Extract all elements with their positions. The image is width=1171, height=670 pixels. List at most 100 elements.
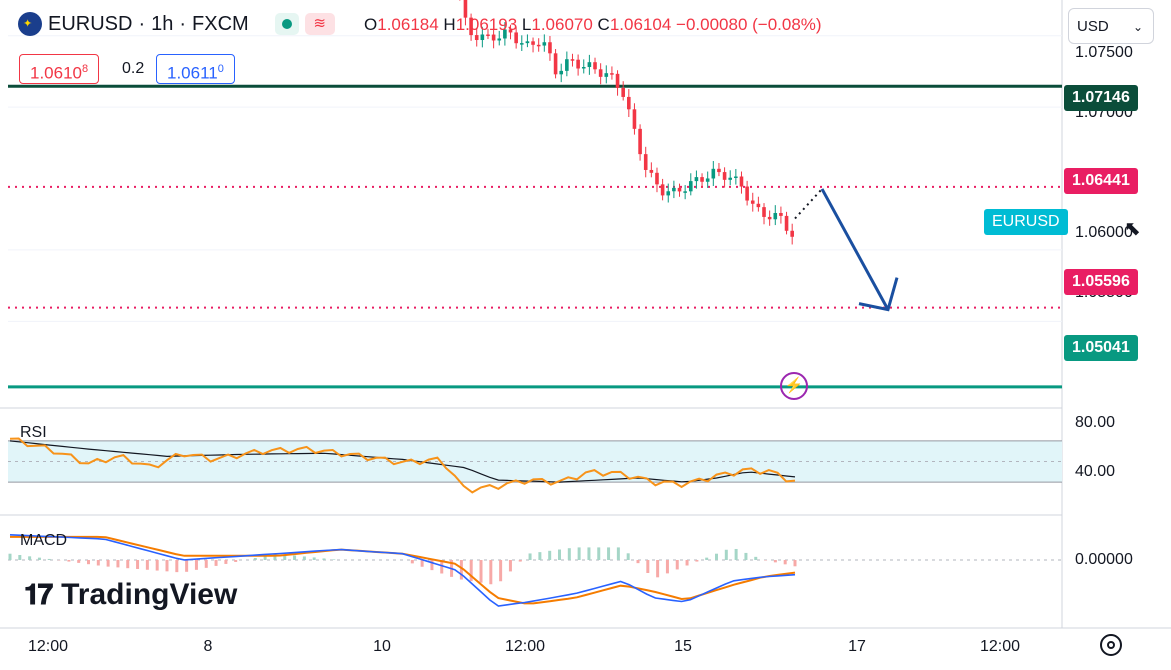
candle-body	[728, 177, 733, 180]
candle-body	[784, 215, 789, 231]
candle-body	[581, 67, 586, 69]
rsi-axis-label: 80.00	[1075, 414, 1116, 431]
eu-flag-icon: ✦	[18, 12, 42, 36]
candle-body	[531, 41, 535, 45]
macd-title[interactable]: MACD	[20, 532, 68, 549]
candle-body	[660, 184, 665, 196]
symbol-name: EURUSD	[48, 12, 133, 35]
level-tag-4: 1.05041	[1064, 335, 1138, 361]
candle-body	[672, 187, 676, 192]
candle-body	[553, 53, 558, 75]
candle-body	[514, 32, 518, 44]
candle-body	[610, 73, 614, 75]
candle-body	[480, 34, 485, 41]
candle-body	[700, 177, 704, 182]
candle-body	[491, 34, 496, 41]
candle-body	[739, 176, 744, 187]
header-separator-2: ·	[179, 12, 187, 35]
market-open-icon	[274, 13, 299, 35]
candle-body	[474, 35, 479, 41]
candle-body	[745, 186, 749, 201]
spread-value: 0.2	[122, 60, 145, 77]
candle-body	[593, 62, 597, 70]
candle-body	[734, 176, 738, 178]
time-axis-label: 10	[373, 638, 391, 655]
candle-body	[694, 177, 699, 182]
candle-body	[655, 172, 659, 185]
candle-body	[683, 191, 687, 193]
symbol-header[interactable]: ✦ EURUSD · 1h · FXCM ≋	[18, 12, 335, 36]
time-axis-label: 12:00	[27, 638, 69, 655]
candle-body	[508, 29, 513, 33]
lightning-icon[interactable]: ⚡	[780, 372, 808, 400]
candle-body	[463, 0, 468, 18]
candle-body	[762, 207, 766, 217]
chevron-down-icon: ⌄	[1132, 20, 1143, 34]
tradingview-logo[interactable]: 𝟏𝟕 TradingView	[24, 578, 238, 611]
candle-body	[705, 178, 710, 182]
candle-body	[587, 62, 592, 68]
macd-line	[9, 534, 796, 607]
candle-body	[779, 212, 783, 216]
buy-price-button[interactable]: 1.06110	[156, 54, 235, 84]
candle-body	[559, 70, 564, 75]
candle-body	[503, 29, 507, 39]
candle-body	[536, 44, 541, 47]
candle-body	[649, 169, 654, 173]
candle-body	[666, 191, 671, 196]
candle-body	[790, 230, 794, 237]
header-separator: ·	[138, 12, 146, 35]
rsi-ma-line	[9, 440, 796, 483]
cursor-icon: ⬉	[1124, 218, 1141, 240]
projection-arrowhead	[858, 277, 899, 312]
time-axis-label: 8	[203, 638, 213, 655]
projection-dotted-line	[794, 188, 823, 220]
time-axis-label: 17	[848, 638, 866, 655]
candle-body	[598, 69, 603, 77]
price-axis-label: 1.06000	[1075, 224, 1133, 241]
candle-body	[576, 59, 580, 69]
level-tag-3: 1.05596	[1064, 269, 1138, 295]
candle-body	[688, 181, 693, 192]
interval-label[interactable]: 1h	[151, 12, 174, 35]
currency-select[interactable]: USD ⌄	[1068, 8, 1154, 44]
rsi-axis-label: 40.00	[1075, 463, 1116, 480]
candle-body	[677, 187, 682, 192]
candle-body	[722, 172, 727, 180]
projection-arrow-line	[820, 188, 890, 311]
candle-body	[565, 59, 569, 71]
candle-body	[604, 73, 609, 77]
candle-body	[773, 212, 778, 220]
ohlc-readout: O1.06184 H1.06193 L1.06070 C1.06104 −0.0…	[364, 15, 822, 34]
macd-axis-label: 0.00000	[1075, 551, 1133, 568]
candle-body	[525, 41, 530, 44]
candle-body	[469, 17, 473, 36]
level-tag-2: 1.06441	[1064, 168, 1138, 194]
candle-body	[615, 73, 620, 88]
candle-body	[519, 43, 524, 45]
wave-icon: ≋	[304, 13, 335, 35]
candle-body	[767, 216, 772, 220]
candle-body	[486, 34, 490, 37]
symbol-price-tag: EURUSD	[984, 209, 1068, 235]
rsi-line	[9, 437, 796, 494]
rsi-title[interactable]: RSI	[20, 424, 47, 441]
candle-body	[548, 42, 552, 54]
time-axis-label: 12:00	[979, 638, 1021, 655]
level-tag-1: 1.07146	[1064, 85, 1138, 111]
candle-body	[542, 42, 547, 46]
candle-body	[643, 154, 648, 170]
candle-body	[621, 87, 625, 97]
candle-body	[711, 168, 716, 179]
candle-body	[756, 203, 761, 208]
candle-body	[627, 96, 631, 110]
time-axis-label: 15	[674, 638, 692, 655]
candle-body	[638, 128, 642, 155]
time-axis-label: 12:00	[504, 638, 546, 655]
exchange-label: FXCM	[192, 12, 249, 35]
settings-icon[interactable]	[1100, 634, 1122, 656]
candle-body	[497, 38, 502, 41]
sell-price-button[interactable]: 1.06108	[19, 54, 100, 84]
candle-body	[750, 200, 755, 204]
